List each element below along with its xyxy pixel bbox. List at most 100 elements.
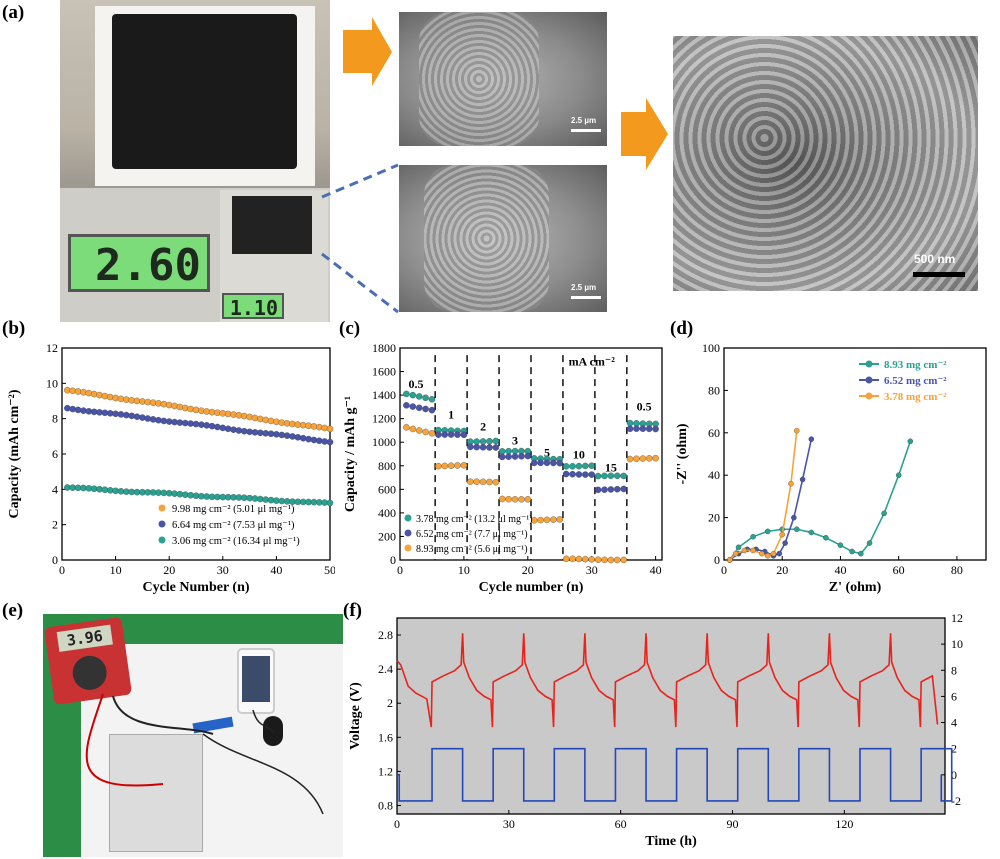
data-point bbox=[435, 462, 442, 470]
data-point bbox=[652, 425, 659, 433]
data-point bbox=[764, 553, 771, 559]
data-point bbox=[415, 404, 423, 412]
data-point bbox=[144, 398, 152, 406]
legend-label: 3.06 mg cm⁻² (16.34 μl mg⁻¹) bbox=[172, 536, 300, 547]
x-tick-label: 60 bbox=[615, 817, 627, 831]
legend-marker bbox=[158, 520, 166, 528]
data-point bbox=[155, 416, 162, 424]
x-tick-label: 0 bbox=[59, 563, 65, 577]
y-tick-label: 2 bbox=[52, 518, 58, 532]
rate-label: 10 bbox=[573, 448, 585, 462]
data-point bbox=[492, 444, 500, 451]
sem-image-1: 2.5 µm bbox=[399, 12, 607, 146]
plot-frame bbox=[396, 617, 946, 815]
data-point bbox=[633, 425, 640, 432]
data-point bbox=[732, 550, 739, 557]
chart-c-rate-capability: 0 10 20 30 400200400600800100012001400160018… bbox=[343, 341, 663, 595]
data-point bbox=[594, 486, 602, 494]
data-point bbox=[575, 462, 583, 470]
data-point bbox=[403, 402, 410, 409]
data-point bbox=[80, 407, 87, 414]
data-point bbox=[858, 550, 864, 557]
data-point bbox=[881, 510, 887, 517]
x-axis-label: Time (h) bbox=[645, 834, 697, 849]
data-point bbox=[524, 452, 532, 460]
y-tick-label: 0.8 bbox=[378, 798, 393, 812]
y-tick-label: 1.2 bbox=[378, 764, 393, 778]
data-point bbox=[582, 555, 589, 563]
data-point bbox=[326, 499, 334, 507]
data-point bbox=[155, 400, 162, 407]
data-point bbox=[492, 478, 500, 486]
sem-image-2: 2.5 µm bbox=[399, 165, 607, 312]
data-point bbox=[837, 542, 844, 548]
data-point bbox=[80, 389, 87, 396]
data-point bbox=[409, 403, 417, 410]
x-tick-label: 10 bbox=[458, 563, 470, 577]
x-axis-label: Z' (ohm) bbox=[829, 580, 882, 595]
y2-tick-label: 10 bbox=[951, 637, 963, 651]
y-tick-label: 400 bbox=[378, 506, 396, 520]
data-point bbox=[486, 444, 493, 451]
data-point bbox=[588, 471, 595, 478]
data-point bbox=[299, 434, 307, 442]
y2-tick-label: -2 bbox=[951, 794, 961, 808]
data-point bbox=[240, 412, 248, 420]
data-point bbox=[543, 459, 551, 467]
chart-d-plot: 0 20 40 60 80 0 20 40 60 80 100 Z' (ohm) -Z'' (ohm) 8… bbox=[675, 341, 987, 595]
current-line bbox=[397, 747, 953, 802]
data-point bbox=[569, 470, 576, 478]
y-tick-label: 1000 bbox=[372, 435, 396, 449]
x-tick-label: 40 bbox=[834, 563, 846, 577]
data-point bbox=[187, 405, 194, 413]
data-point bbox=[849, 548, 855, 555]
data-point bbox=[537, 516, 544, 524]
x-tick-label: 50 bbox=[324, 563, 335, 577]
data-point bbox=[537, 459, 544, 467]
y-axis-label: Capacity / mAh g⁻¹ bbox=[343, 396, 358, 512]
data-point bbox=[74, 388, 82, 395]
data-point bbox=[182, 404, 189, 412]
rate-label: 1 bbox=[448, 408, 454, 422]
data-point bbox=[601, 472, 608, 480]
zoom-dashed-line bbox=[321, 252, 399, 314]
y-tick-label: 1800 bbox=[372, 341, 396, 355]
data-point bbox=[454, 431, 461, 438]
x-tick-label: 30 bbox=[586, 563, 598, 577]
x-axis-label: Cycle Number (n) bbox=[142, 580, 249, 595]
data-point bbox=[106, 393, 114, 401]
arrow-right-icon bbox=[621, 98, 668, 170]
legend-label: 6.52 mg cm⁻² bbox=[884, 375, 947, 387]
data-point bbox=[735, 544, 742, 551]
pouch-cell bbox=[109, 734, 203, 852]
data-point bbox=[791, 514, 797, 521]
data-point bbox=[569, 463, 576, 470]
data-point bbox=[505, 453, 512, 460]
data-point bbox=[144, 415, 152, 422]
data-point bbox=[479, 438, 487, 445]
display-main: 2.60 bbox=[68, 234, 210, 292]
data-point bbox=[895, 472, 902, 478]
legend-marker bbox=[404, 544, 412, 552]
data-point bbox=[305, 422, 312, 430]
y-tick-label: 100 bbox=[702, 341, 720, 355]
data-point bbox=[511, 453, 519, 460]
data-point bbox=[505, 495, 512, 503]
chart-b-capacity-vs-cycle: 0 10 20 30 40 50 0 2 4 6 8 10 12 Cycle Number (n) Capa… bbox=[7, 341, 335, 595]
data-point bbox=[176, 403, 184, 411]
data-point bbox=[799, 476, 806, 483]
legend-marker bbox=[865, 376, 873, 384]
data-point bbox=[588, 556, 595, 563]
data-point bbox=[123, 411, 130, 419]
data-point bbox=[594, 556, 602, 563]
y2-tick-label: 4 bbox=[951, 716, 957, 730]
data-point bbox=[866, 540, 873, 546]
y-tick-label: 2.8 bbox=[378, 628, 393, 642]
data-point bbox=[208, 422, 216, 430]
data-point bbox=[112, 394, 119, 402]
data-point bbox=[639, 455, 647, 462]
data-point bbox=[530, 459, 538, 467]
legend-label: 6.52 mg cm⁻² (7.7 μl mg⁻¹) bbox=[416, 529, 528, 540]
data-point bbox=[283, 432, 291, 439]
data-point bbox=[409, 391, 417, 399]
